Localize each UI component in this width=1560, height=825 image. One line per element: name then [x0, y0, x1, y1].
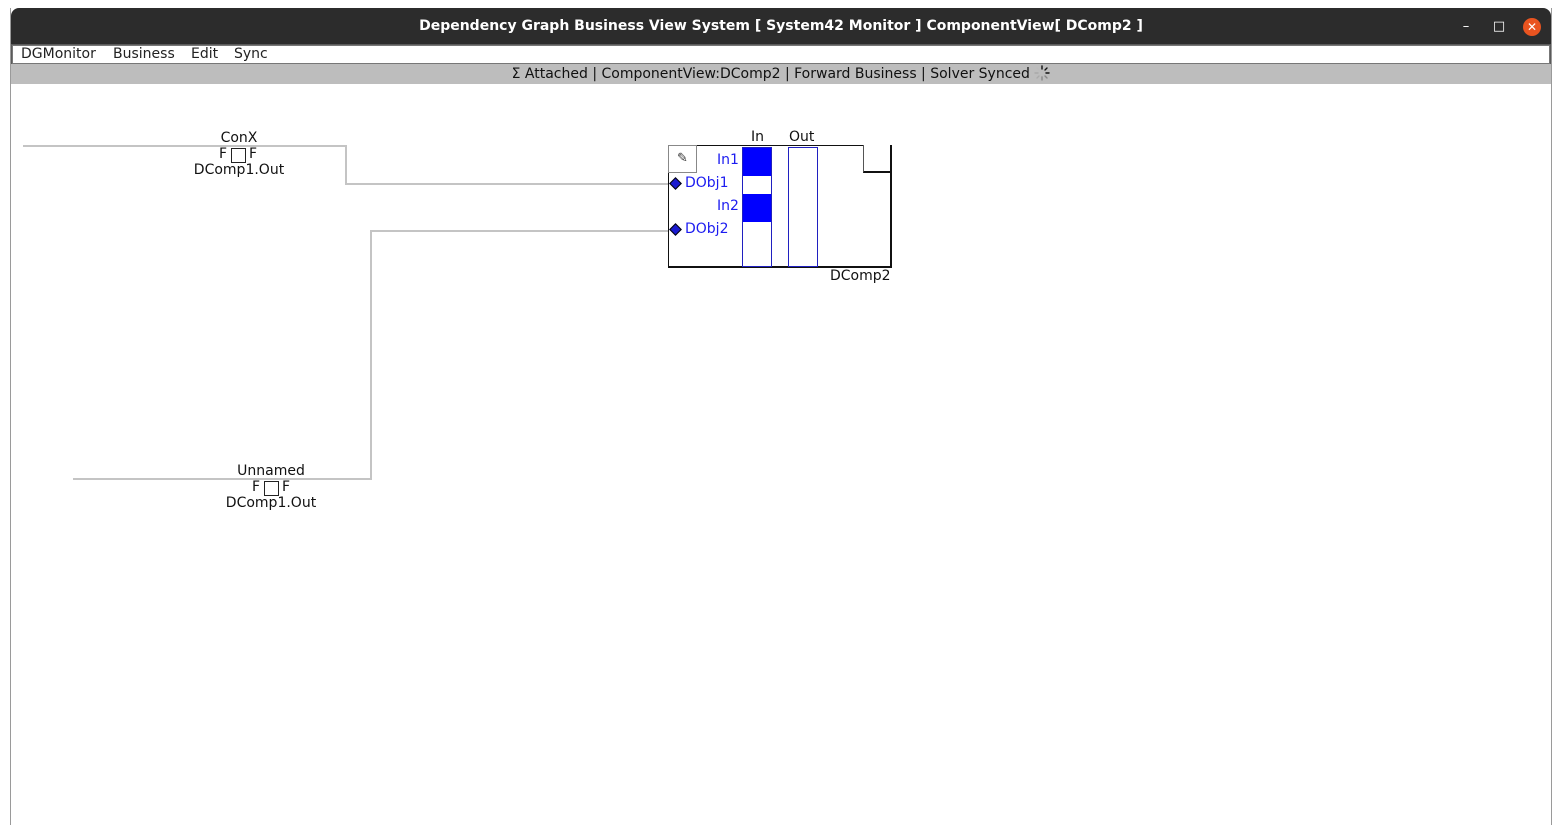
- node-conx-flag-right: F: [249, 146, 258, 162]
- wire-unnamed-to-dobj2: [370, 230, 671, 232]
- wire-conx: [23, 145, 346, 147]
- port-in2-label[interactable]: In2: [717, 198, 739, 214]
- component-corner-box[interactable]: [863, 145, 890, 173]
- graph-canvas[interactable]: ConX F F DComp1.Out Unnamed F F DComp1.O…: [11, 84, 1551, 825]
- minimize-button[interactable]: –: [1462, 19, 1470, 34]
- node-conx-source: DComp1.Out: [193, 162, 285, 178]
- port-in1-label[interactable]: In1: [717, 152, 739, 168]
- status-bar: Σ Attached | ComponentView:DComp2 | Forw…: [11, 64, 1551, 84]
- wire-conx-to-dobj1: [345, 183, 671, 185]
- node-unnamed-checkbox[interactable]: [264, 481, 279, 496]
- node-unnamed-flag-left: F: [252, 479, 261, 495]
- component-out-header: Out: [789, 129, 815, 145]
- menu-business[interactable]: Business: [113, 46, 175, 62]
- in1-indicator: [743, 148, 771, 176]
- menu-bar: DGMonitor Business Edit Sync: [11, 44, 1551, 65]
- menu-dgmonitor[interactable]: DGMonitor: [21, 46, 96, 62]
- out-column: [788, 147, 818, 267]
- title-bar[interactable]: Dependency Graph Business View System [ …: [11, 8, 1551, 45]
- menu-edit[interactable]: Edit: [191, 46, 219, 62]
- wire-unnamed: [73, 478, 371, 480]
- spinner-icon: [1034, 65, 1051, 81]
- window-title: Dependency Graph Business View System [ …: [419, 18, 1143, 34]
- node-conx-flag-left: F: [219, 146, 228, 162]
- menu-sync[interactable]: Sync: [234, 46, 268, 62]
- wire-unnamed-vertical: [370, 230, 372, 480]
- edit-icon[interactable]: ✎: [668, 145, 697, 173]
- port-dobj2-label[interactable]: DObj2: [685, 221, 729, 237]
- component-in-header: In: [751, 129, 765, 145]
- maximize-button[interactable]: □: [1492, 19, 1506, 34]
- wire-conx-vertical: [345, 145, 347, 185]
- port-dobj1-label[interactable]: DObj1: [685, 175, 729, 191]
- node-unnamed-source: DComp1.Out: [225, 495, 317, 511]
- node-unnamed-flag-right: F: [282, 479, 291, 495]
- component-name: DComp2: [830, 268, 891, 284]
- component-dcomp2[interactable]: [668, 145, 892, 268]
- app-window: Dependency Graph Business View System [ …: [10, 8, 1552, 825]
- close-button[interactable]: ✕: [1523, 18, 1541, 36]
- node-conx-checkbox[interactable]: [231, 148, 246, 163]
- in2-indicator: [743, 194, 771, 222]
- node-unnamed-name[interactable]: Unnamed: [237, 463, 305, 479]
- status-text: Σ Attached | ComponentView:DComp2 | Forw…: [511, 66, 1030, 82]
- node-conx-name[interactable]: ConX: [220, 130, 258, 146]
